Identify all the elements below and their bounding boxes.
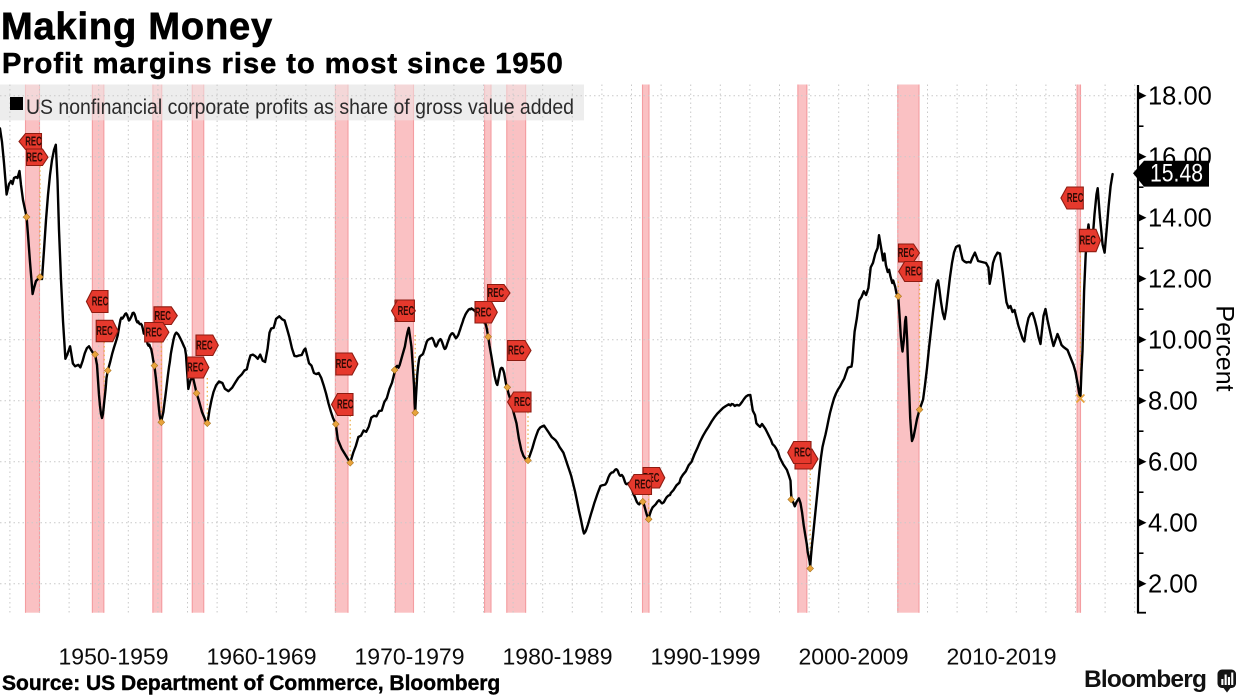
- svg-text:15.48: 15.48: [1150, 160, 1203, 188]
- svg-text:REC: REC: [1079, 234, 1096, 248]
- svg-text:REC: REC: [1067, 191, 1084, 205]
- svg-text:1960-1969: 1960-1969: [207, 644, 317, 670]
- svg-text:REC: REC: [96, 324, 113, 338]
- svg-text:8.00: 8.00: [1148, 387, 1198, 415]
- svg-text:REC: REC: [488, 286, 505, 300]
- svg-text:REC: REC: [635, 478, 652, 492]
- svg-text:Percent: Percent: [1211, 305, 1239, 391]
- svg-text:1980-1989: 1980-1989: [503, 644, 613, 670]
- svg-text:US nonfinancial corporate prof: US nonfinancial corporate profits as sha…: [26, 96, 574, 119]
- svg-text:REC: REC: [794, 446, 811, 460]
- svg-text:REC: REC: [475, 305, 492, 319]
- svg-text:2.00: 2.00: [1148, 570, 1198, 598]
- svg-text:1970-1979: 1970-1979: [355, 644, 465, 670]
- svg-text:REC: REC: [187, 361, 204, 375]
- svg-text:10.00: 10.00: [1148, 326, 1212, 354]
- svg-text:4.00: 4.00: [1148, 509, 1198, 537]
- svg-text:REC: REC: [196, 338, 213, 352]
- svg-text:REC: REC: [26, 150, 43, 164]
- svg-text:REC: REC: [508, 344, 525, 358]
- svg-text:14.00: 14.00: [1148, 204, 1212, 232]
- svg-text:1990-1999: 1990-1999: [651, 644, 761, 670]
- svg-text:6.00: 6.00: [1148, 448, 1198, 476]
- svg-text:REC: REC: [514, 395, 531, 409]
- svg-text:REC: REC: [92, 295, 109, 309]
- svg-text:REC: REC: [898, 246, 915, 260]
- svg-text:REC: REC: [336, 357, 353, 371]
- svg-text:REC: REC: [398, 304, 415, 318]
- svg-text:REC: REC: [905, 265, 922, 279]
- svg-text:REC: REC: [154, 309, 171, 323]
- svg-text:REC: REC: [25, 135, 42, 149]
- svg-text:2010-2019: 2010-2019: [947, 644, 1057, 670]
- svg-text:18.00: 18.00: [1148, 82, 1212, 110]
- svg-text:1950-1959: 1950-1959: [59, 644, 169, 670]
- svg-text:REC: REC: [337, 398, 354, 412]
- svg-text:12.00: 12.00: [1148, 265, 1212, 293]
- svg-text:2000-2009: 2000-2009: [799, 644, 909, 670]
- svg-text:REC: REC: [146, 325, 163, 339]
